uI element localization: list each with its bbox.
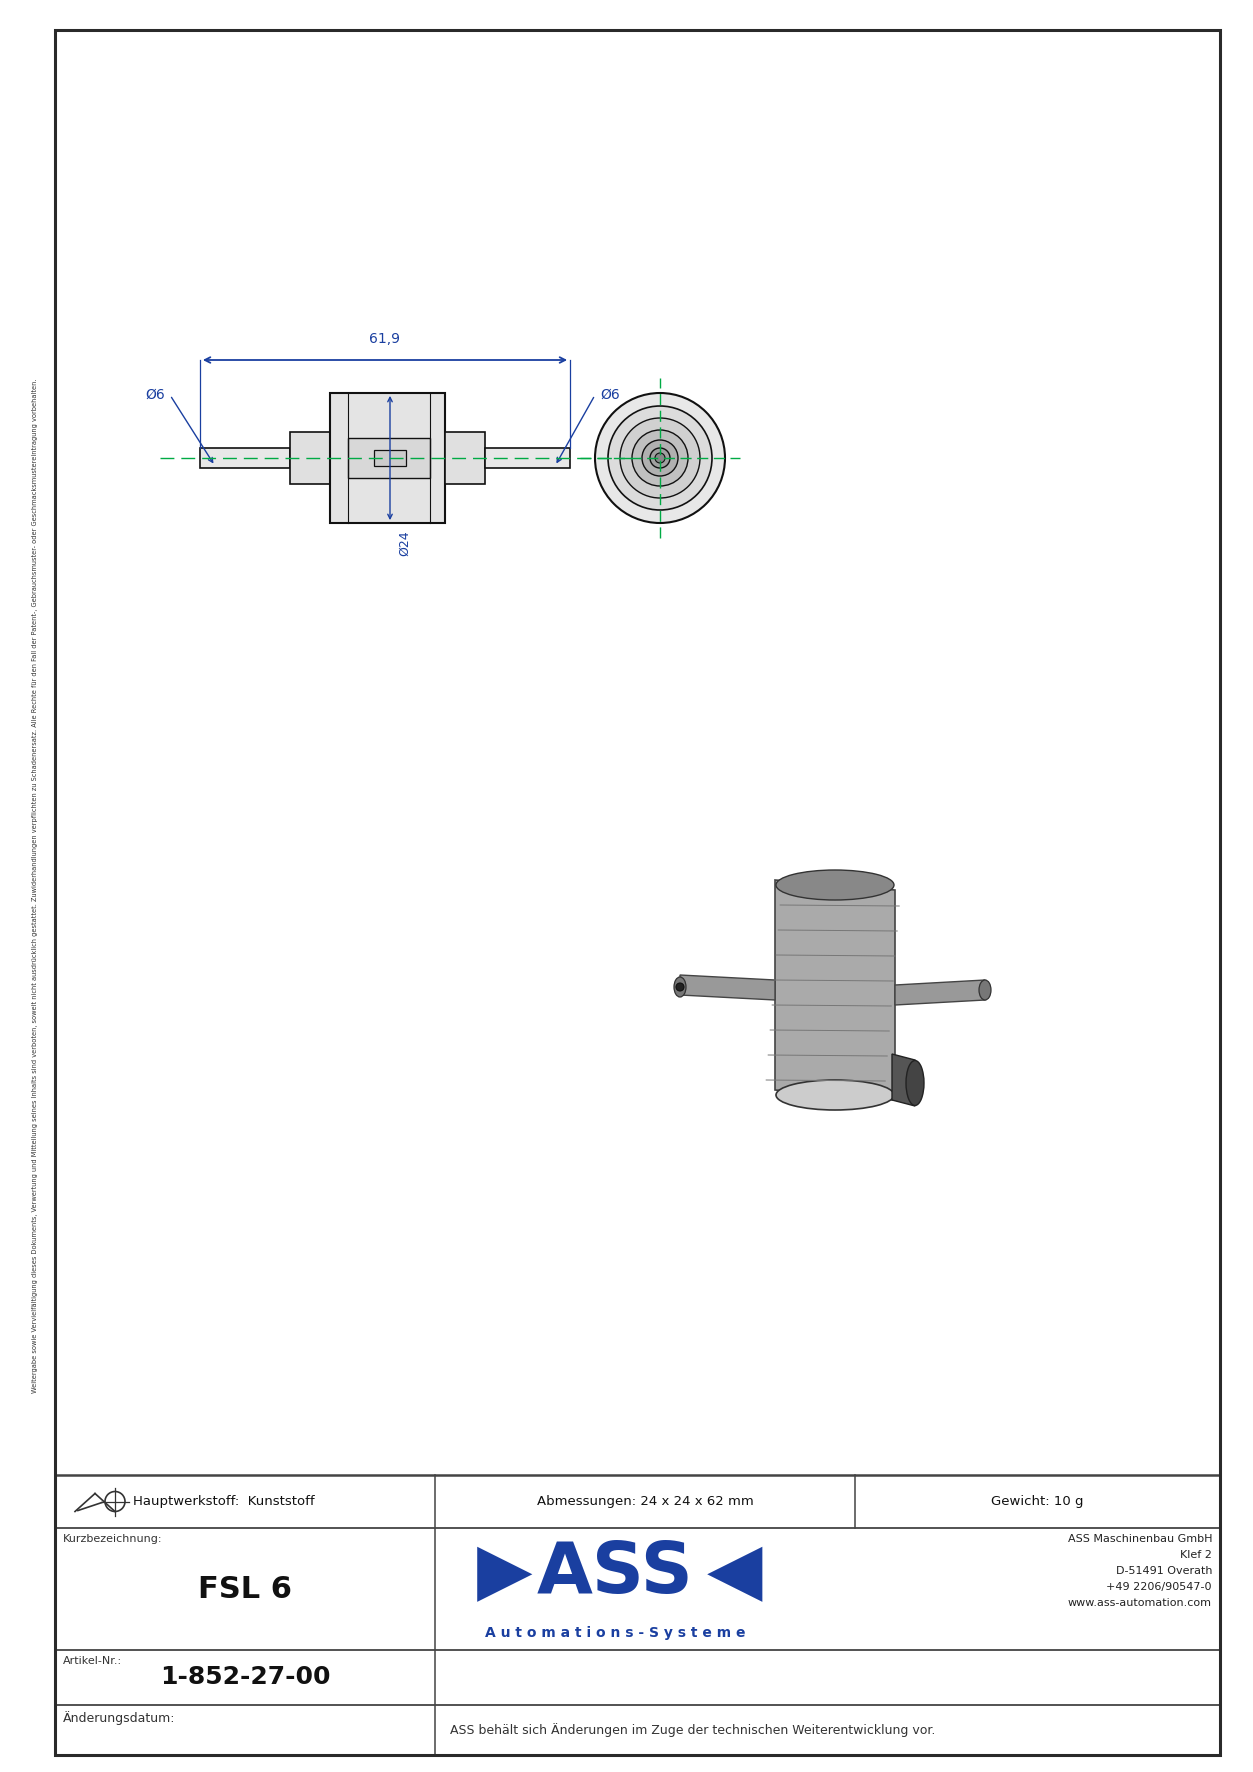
Text: ASS Maschinenbau GmbH: ASS Maschinenbau GmbH bbox=[1068, 1535, 1212, 1543]
Circle shape bbox=[608, 406, 712, 510]
Circle shape bbox=[632, 431, 688, 486]
Bar bbox=[445, 432, 485, 484]
Text: www.ass-automation.com: www.ass-automation.com bbox=[1068, 1598, 1212, 1607]
Bar bbox=[289, 432, 330, 484]
Text: Ø6: Ø6 bbox=[600, 388, 620, 402]
Circle shape bbox=[650, 448, 670, 468]
Text: 1-852-27-00: 1-852-27-00 bbox=[159, 1666, 331, 1689]
Text: Klef 2: Klef 2 bbox=[1180, 1550, 1212, 1559]
Ellipse shape bbox=[674, 976, 685, 998]
Ellipse shape bbox=[906, 1060, 923, 1106]
Text: Hauptwerkstoff:  Kunststoff: Hauptwerkstoff: Kunststoff bbox=[133, 1496, 315, 1508]
Bar bbox=[330, 393, 445, 523]
Text: ASS: ASS bbox=[536, 1540, 693, 1609]
Circle shape bbox=[595, 393, 725, 523]
Bar bbox=[348, 438, 430, 478]
Circle shape bbox=[620, 418, 700, 498]
Text: Ø6: Ø6 bbox=[145, 388, 165, 402]
Text: +49 2206/90547-0: +49 2206/90547-0 bbox=[1106, 1582, 1212, 1591]
Bar bbox=[485, 448, 570, 468]
Bar bbox=[200, 448, 289, 468]
Text: Weitergabe sowie Vervielfältigung dieses Dokuments, Verwertung und Mitteilung se: Weitergabe sowie Vervielfältigung dieses… bbox=[33, 379, 38, 1393]
Ellipse shape bbox=[979, 980, 991, 999]
Text: FSL 6: FSL 6 bbox=[198, 1575, 292, 1604]
Circle shape bbox=[655, 454, 665, 462]
Text: D-51491 Overath: D-51491 Overath bbox=[1115, 1566, 1212, 1575]
Ellipse shape bbox=[776, 1079, 893, 1109]
Polygon shape bbox=[776, 881, 895, 1100]
Text: ASS behält sich Änderungen im Zuge der technischen Weiterentwicklung vor.: ASS behält sich Änderungen im Zuge der t… bbox=[450, 1722, 936, 1737]
Polygon shape bbox=[680, 975, 776, 999]
Ellipse shape bbox=[776, 870, 893, 900]
Polygon shape bbox=[895, 980, 985, 1005]
Text: Gewicht: 10 g: Gewicht: 10 g bbox=[991, 1496, 1084, 1508]
Circle shape bbox=[677, 983, 684, 991]
Bar bbox=[373, 450, 406, 466]
Text: ▶: ▶ bbox=[477, 1540, 533, 1609]
Text: Kurzbezeichnung:: Kurzbezeichnung: bbox=[63, 1535, 163, 1543]
Text: Artikel-Nr.:: Artikel-Nr.: bbox=[63, 1657, 122, 1666]
Text: Abmessungen: 24 x 24 x 62 mm: Abmessungen: 24 x 24 x 62 mm bbox=[536, 1496, 753, 1508]
Text: A u t o m a t i o n s - S y s t e m e: A u t o m a t i o n s - S y s t e m e bbox=[485, 1627, 746, 1641]
Text: Änderungsdatum:: Änderungsdatum: bbox=[63, 1712, 175, 1724]
Circle shape bbox=[642, 439, 678, 477]
Text: ◀: ◀ bbox=[707, 1540, 763, 1609]
Text: 61,9: 61,9 bbox=[370, 331, 401, 346]
Text: Ø24: Ø24 bbox=[398, 530, 411, 556]
Polygon shape bbox=[892, 1054, 915, 1106]
